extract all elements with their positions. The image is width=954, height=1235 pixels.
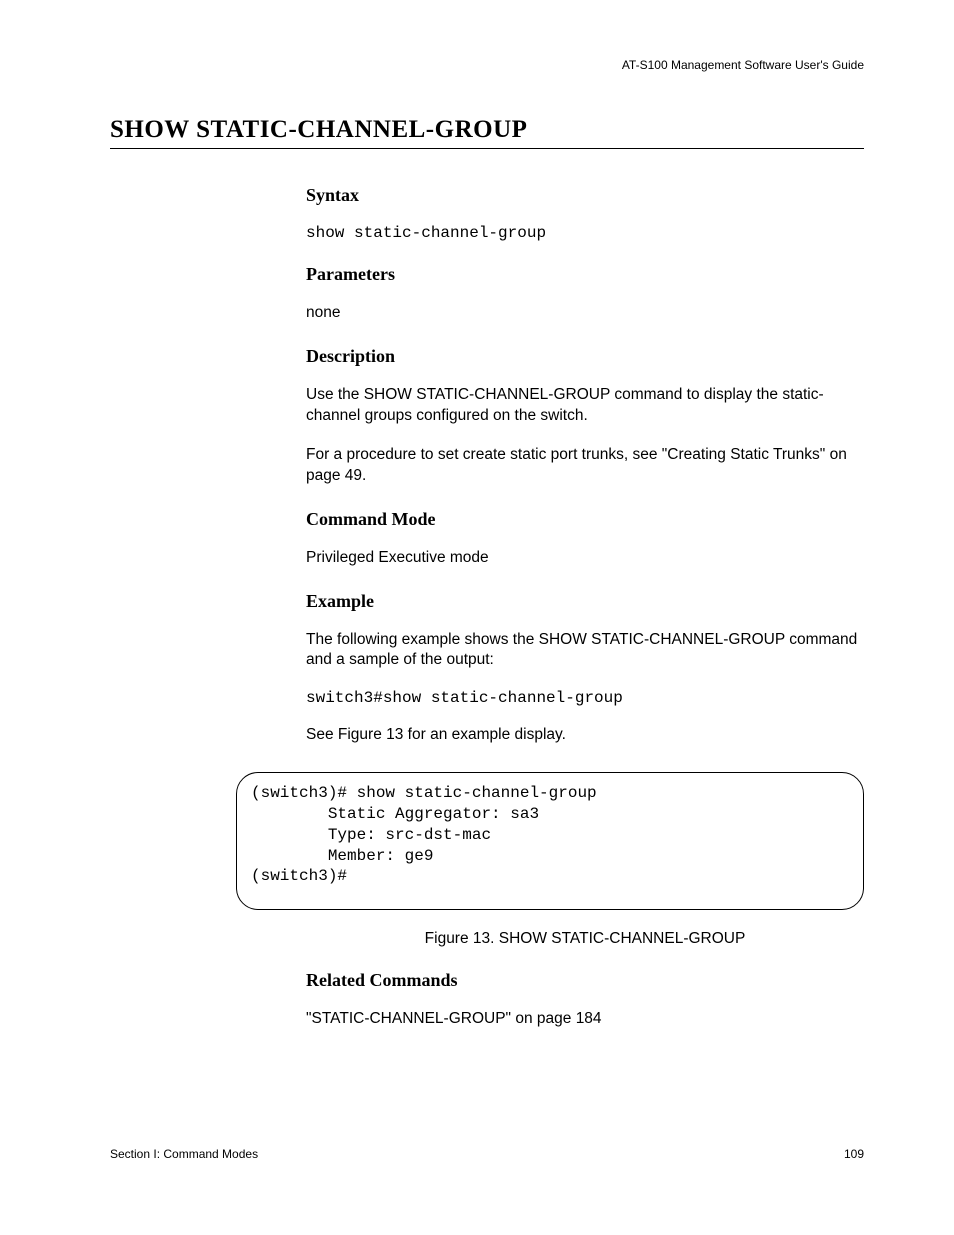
page-footer: Section I: Command Modes 109 — [110, 1147, 864, 1161]
command-mode-heading: Command Mode — [306, 509, 864, 530]
parameters-heading: Parameters — [306, 264, 864, 285]
header-doc-title: AT-S100 Management Software User's Guide — [622, 58, 864, 72]
description-p2: For a procedure to set create static por… — [306, 445, 864, 487]
parameters-text: none — [306, 303, 864, 324]
syntax-code: show static-channel-group — [306, 224, 864, 242]
figure-caption: Figure 13. SHOW STATIC-CHANNEL-GROUP — [306, 930, 864, 948]
page: AT-S100 Management Software User's Guide… — [0, 0, 954, 1235]
description-heading: Description — [306, 346, 864, 367]
example-code: switch3#show static-channel-group — [306, 689, 864, 707]
related-section: Related Commands "STATIC-CHANNEL-GROUP" … — [306, 970, 864, 1030]
footer-page-number: 109 — [844, 1147, 864, 1161]
page-title: SHOW STATIC-CHANNEL-GROUP — [110, 116, 864, 149]
related-heading: Related Commands — [306, 970, 864, 991]
terminal-output-container: (switch3)# show static-channel-group Sta… — [236, 772, 864, 910]
description-p1: Use the SHOW STATIC-CHANNEL-GROUP comman… — [306, 385, 864, 427]
terminal-line: Static Aggregator: sa3 — [251, 805, 539, 823]
example-heading: Example — [306, 591, 864, 612]
example-p2: See Figure 13 for an example display. — [306, 725, 864, 746]
content-area: Syntax show static-channel-group Paramet… — [306, 185, 864, 746]
example-p1: The following example shows the SHOW STA… — [306, 630, 864, 672]
related-text: "STATIC-CHANNEL-GROUP" on page 184 — [306, 1009, 864, 1030]
command-mode-text: Privileged Executive mode — [306, 548, 864, 569]
footer-section: Section I: Command Modes — [110, 1147, 258, 1161]
terminal-line: Type: src-dst-mac — [251, 826, 491, 844]
terminal-line: (switch3)# — [251, 867, 347, 885]
terminal-output: (switch3)# show static-channel-group Sta… — [236, 772, 864, 910]
terminal-line: Member: ge9 — [251, 847, 433, 865]
syntax-heading: Syntax — [306, 185, 864, 206]
terminal-line: (switch3)# show static-channel-group — [251, 784, 597, 802]
